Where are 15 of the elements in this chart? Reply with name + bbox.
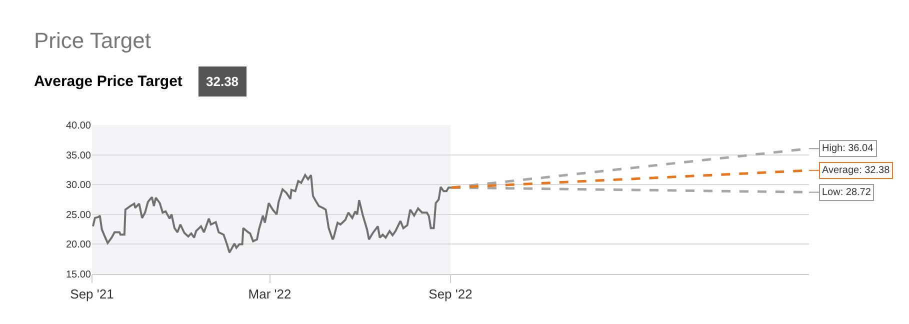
chart-subtitle: Average Price Target	[34, 73, 182, 90]
y-tick-label: 35.00	[66, 150, 92, 162]
y-tick-label: 20.00	[66, 240, 92, 251]
y-tick-label: 40.00	[66, 120, 92, 132]
x-tick-label: Sep '22	[428, 286, 472, 302]
x-tick-label: Mar '22	[248, 286, 292, 302]
annotation: Average: 32.38	[822, 165, 890, 176]
y-tick-label: 15.00	[66, 270, 92, 280]
text: 32.38	[206, 74, 239, 89]
chart-title: Price Target	[34, 28, 151, 53]
annotation: High: 36.04	[822, 143, 874, 154]
y-tick-label: 25.00	[66, 210, 92, 221]
annotation: Low: 28.72	[822, 187, 872, 198]
y-tick-label: 30.00	[66, 180, 92, 192]
x-tick-label: Sep '21	[70, 286, 114, 302]
